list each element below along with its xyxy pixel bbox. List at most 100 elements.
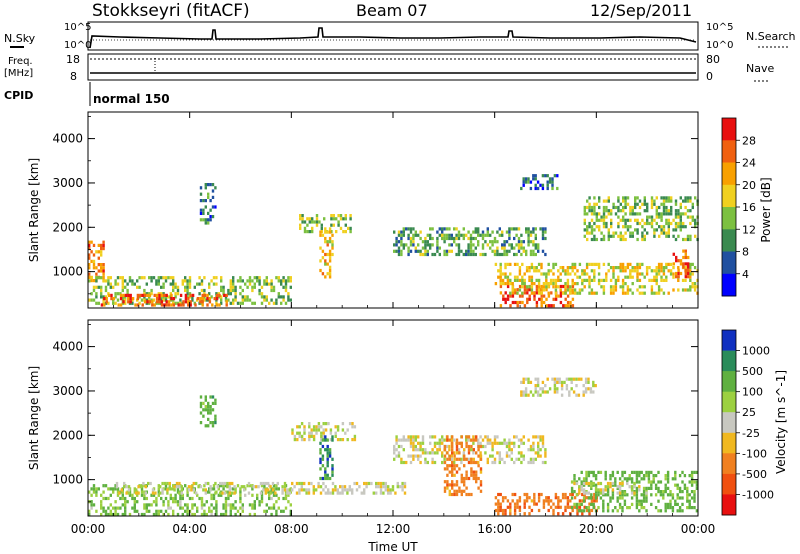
velocity-cell (102, 509, 105, 513)
power-cell (571, 304, 575, 308)
velocity-cell (310, 481, 313, 486)
power-cell (585, 262, 589, 266)
velocity-cell (200, 512, 204, 517)
power-cell (479, 252, 482, 257)
velocity-cell (399, 485, 402, 489)
velocity-cell (181, 512, 184, 517)
velocity-cell (681, 470, 684, 474)
velocity-cell (486, 457, 489, 461)
velocity-cell (90, 493, 93, 497)
velocity-cell (647, 480, 651, 484)
velocity-cell (269, 485, 272, 489)
velocity-cell (331, 491, 335, 495)
power-cell (665, 275, 668, 279)
velocity-cell (243, 485, 246, 489)
velocity-cell (95, 487, 98, 491)
velocity-cell (331, 488, 335, 492)
velocity-cell (303, 438, 306, 442)
power-cell (493, 240, 497, 244)
velocity-cell (180, 485, 183, 489)
colorbar-tick-label: 1000 (742, 345, 770, 358)
power-cell (172, 276, 175, 280)
power-cell (121, 288, 124, 293)
velocity-cell (412, 441, 415, 445)
velocity-cell (467, 438, 470, 442)
power-cell (534, 227, 537, 231)
velocity-cell (590, 470, 593, 474)
power-cell (581, 282, 584, 286)
power-cell (686, 237, 690, 242)
velocity-cell (319, 467, 322, 471)
power-cell (540, 284, 543, 289)
power-cell (409, 236, 413, 241)
power-cell (102, 295, 105, 299)
power-cell (658, 212, 661, 216)
velocity-cell (233, 485, 236, 489)
x-tick-label: 20:00 (579, 522, 614, 536)
velocity-cell (339, 485, 342, 489)
velocity-cell (645, 493, 648, 497)
power-cell (689, 275, 692, 279)
power-cell (189, 293, 192, 297)
power-cell (552, 285, 555, 289)
power-cell (645, 269, 649, 273)
power-cell (532, 252, 535, 257)
velocity-cell (497, 508, 500, 513)
power-cell (650, 285, 654, 289)
velocity-cell (443, 454, 447, 458)
velocity-cell (431, 451, 434, 455)
power-cell (546, 183, 549, 187)
velocity-cell (167, 506, 170, 510)
colorbar-swatch (722, 118, 736, 141)
power-cell (229, 288, 232, 293)
power-cell (282, 279, 285, 283)
velocity-cell (95, 493, 98, 497)
velocity-cell (557, 512, 560, 516)
velocity-cell (552, 508, 555, 513)
power-cell (624, 205, 627, 210)
velocity-cell (545, 499, 548, 503)
velocity-cell (365, 485, 368, 489)
velocity-cell (609, 485, 612, 489)
velocity-cell (650, 493, 653, 497)
power-cell (583, 278, 586, 282)
power-cell (675, 271, 678, 276)
power-cell (590, 212, 594, 216)
velocity-cell (133, 490, 136, 494)
power-cell (496, 246, 499, 250)
power-cell (655, 205, 658, 210)
power-cell (204, 186, 207, 190)
velocity-cell (592, 506, 595, 510)
velocity-cell (186, 490, 189, 494)
power-cell (643, 275, 646, 279)
nsky-label: N.Sky (4, 32, 36, 45)
velocity-cell (176, 487, 180, 491)
power-cell (526, 297, 529, 301)
power-cell (263, 295, 266, 299)
power-cell (88, 266, 91, 270)
power-cell (514, 300, 517, 305)
velocity-cell (115, 485, 119, 489)
power-cell (607, 228, 610, 232)
velocity-cell (307, 481, 311, 486)
colorbar-tick-label: 20 (742, 179, 756, 192)
power-cell (559, 291, 563, 295)
power-cell (593, 291, 596, 295)
power-cell (189, 300, 192, 304)
power-cell (682, 262, 685, 266)
power-cell (691, 272, 694, 276)
power-cell (610, 234, 613, 238)
power-cell (344, 223, 347, 227)
power-cell (643, 237, 646, 242)
power-cell (629, 231, 632, 235)
power-cell (215, 297, 219, 301)
velocity-cell (216, 485, 219, 489)
power-cell (244, 282, 247, 286)
velocity-cell (455, 441, 459, 445)
velocity-cell (161, 488, 164, 492)
power-cell (617, 209, 620, 213)
velocity-cell (597, 493, 600, 497)
power-cell (561, 269, 565, 273)
velocity-cell (549, 499, 553, 503)
power-cell (220, 295, 223, 299)
